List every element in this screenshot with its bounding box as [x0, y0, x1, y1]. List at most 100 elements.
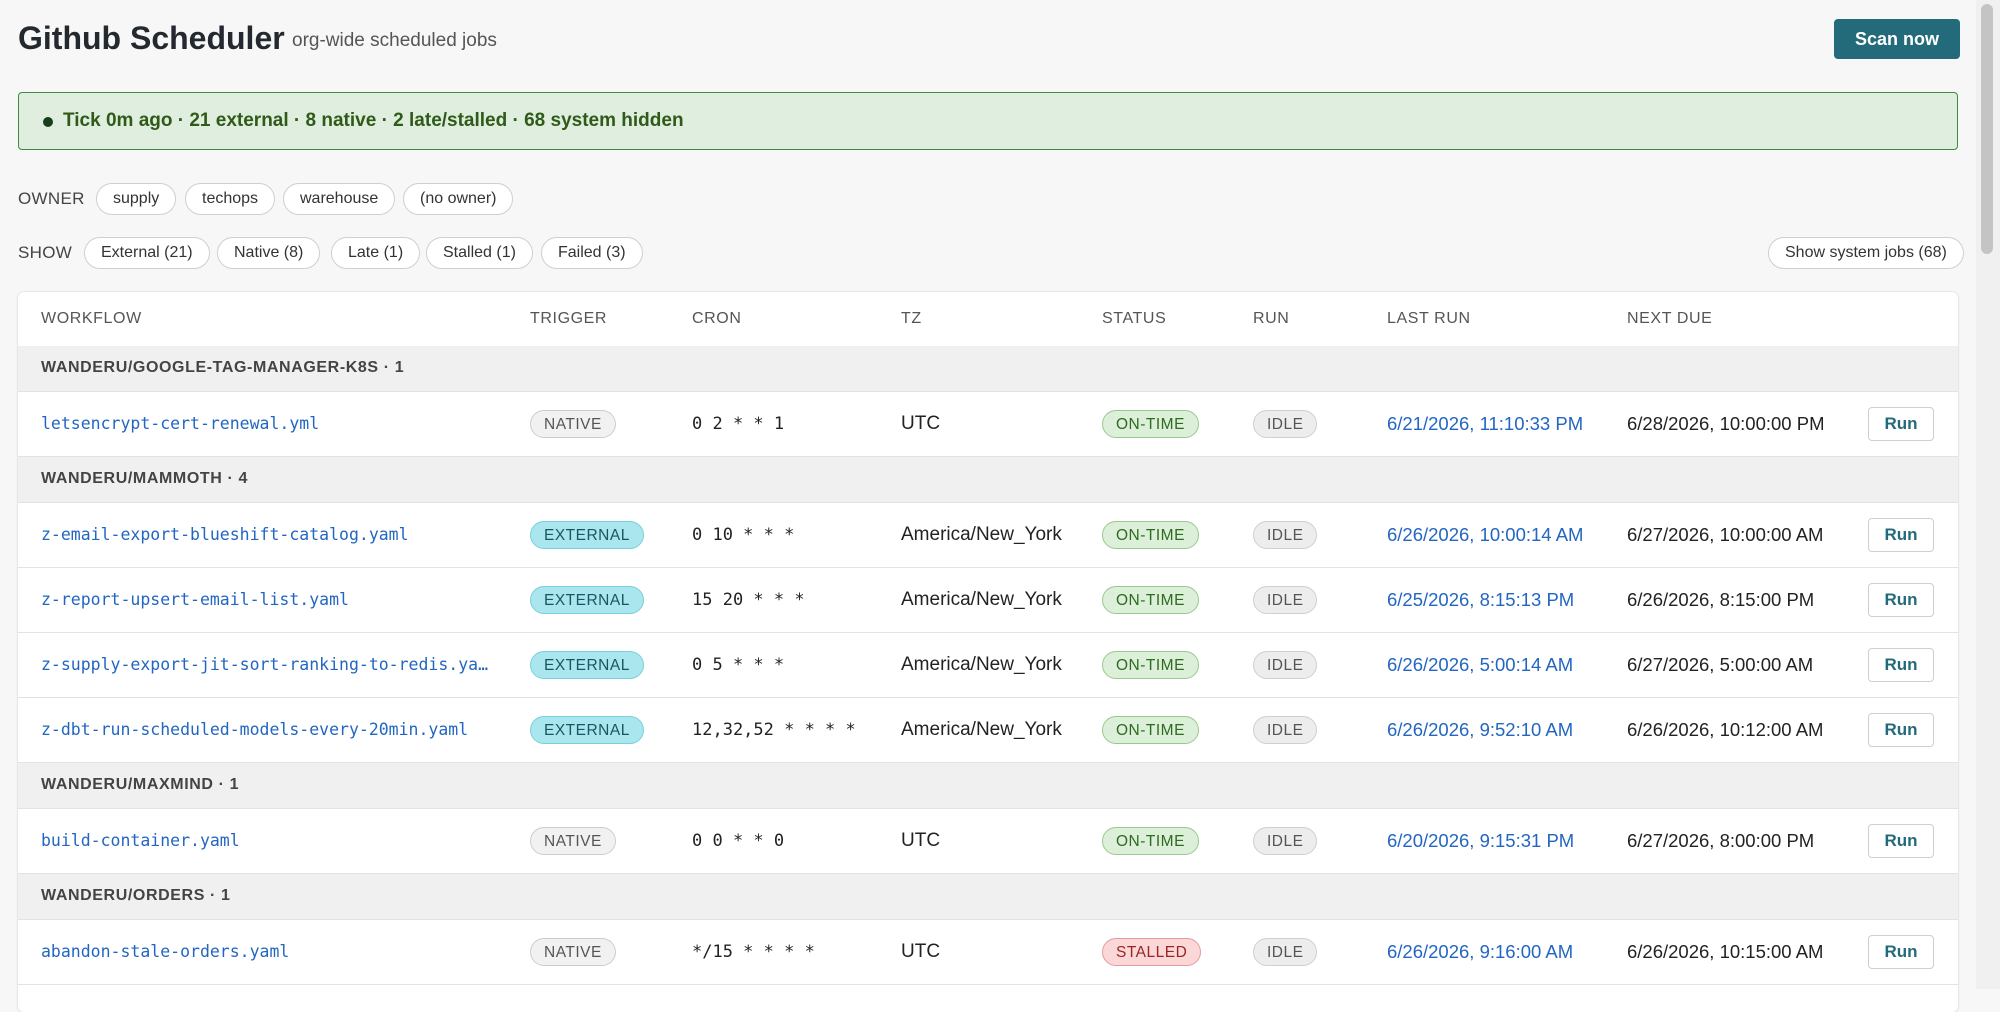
trigger-badge: EXTERNAL	[530, 650, 644, 679]
column-header-tz[interactable]: TZ	[901, 310, 922, 327]
status-cell: STALLED	[1102, 920, 1202, 984]
run-state-badge: IDLE	[1253, 585, 1318, 614]
last-run-link[interactable]: 6/26/2026, 9:16:00 AM	[1387, 941, 1574, 962]
status-dot-icon	[43, 117, 53, 127]
last-run-link[interactable]: 6/20/2026, 9:15:31 PM	[1387, 830, 1575, 851]
table-row: z-dbt-run-scheduled-models-every-20min.y…	[18, 698, 1958, 763]
workflow-link[interactable]: build-container.yaml	[41, 831, 240, 850]
show-filter-row: SHOW External (21) Native (8) Late (1) S…	[18, 237, 1964, 269]
workflow-link[interactable]: z-email-export-blueshift-catalog.yaml	[41, 525, 409, 544]
page-subtitle: org-wide scheduled jobs	[292, 30, 497, 51]
next-due-cell: 6/27/2026, 5:00:00 AM	[1627, 654, 1814, 675]
show-chip-late[interactable]: Late (1)	[331, 237, 421, 269]
column-header-next-due[interactable]: NEXT DUE	[1627, 310, 1713, 327]
workflow-link[interactable]: z-report-upsert-email-list.yaml	[41, 590, 349, 609]
page-header: Github Scheduler org-wide scheduled jobs…	[18, 18, 1960, 60]
status-badge: ON-TIME	[1102, 520, 1199, 549]
page-scrollbar[interactable]	[1976, 0, 2000, 989]
run-state-cell: IDLE	[1253, 920, 1318, 984]
show-chip-native[interactable]: Native (8)	[217, 237, 321, 269]
column-header-last-run[interactable]: LAST RUN	[1387, 310, 1471, 327]
run-button[interactable]: Run	[1868, 518, 1934, 552]
last-run-link[interactable]: 6/21/2026, 11:10:33 PM	[1387, 413, 1584, 434]
run-state-cell: IDLE	[1253, 633, 1318, 697]
last-run-link[interactable]: 6/26/2026, 9:52:10 AM	[1387, 719, 1574, 740]
run-button[interactable]: Run	[1868, 407, 1934, 441]
page-title: Github Scheduler	[18, 20, 285, 56]
owner-chip-warehouse[interactable]: warehouse	[283, 183, 396, 215]
workflow-link[interactable]: z-supply-export-jit-sort-ranking-to-redi…	[41, 655, 496, 674]
show-chip-external[interactable]: External (21)	[84, 237, 210, 269]
group-row: WANDERU/MAMMOTH · 4	[18, 457, 1958, 503]
scrollbar-thumb[interactable]	[1981, 4, 1993, 254]
workflow-cell: z-dbt-run-scheduled-models-every-20min.y…	[41, 698, 468, 762]
next-due-cell: 6/27/2026, 8:00:00 PM	[1627, 830, 1815, 851]
workflow-cell: z-email-export-blueshift-catalog.yaml	[41, 503, 409, 567]
run-state-badge: IDLE	[1253, 826, 1318, 855]
workflow-link[interactable]: abandon-stale-orders.yaml	[41, 942, 290, 961]
column-header-workflow[interactable]: WORKFLOW	[41, 310, 142, 327]
table-header: WORKFLOW TRIGGER CRON TZ STATUS RUN LAST…	[18, 292, 1958, 347]
trigger-badge: NATIVE	[530, 826, 616, 855]
trigger-cell: NATIVE	[530, 920, 616, 984]
status-badge: ON-TIME	[1102, 409, 1199, 438]
run-state-cell: IDLE	[1253, 392, 1318, 456]
run-button[interactable]: Run	[1868, 583, 1934, 617]
tz-cell: UTC	[901, 941, 941, 962]
next-due-cell: 6/27/2026, 10:00:00 AM	[1627, 524, 1824, 545]
tz-cell: America/New_York	[901, 524, 1062, 545]
table-row: z-email-export-blueshift-catalog.yaml EX…	[18, 503, 1958, 568]
run-button[interactable]: Run	[1868, 824, 1934, 858]
owner-chip-supply[interactable]: supply	[96, 183, 177, 215]
run-state-cell: IDLE	[1253, 568, 1318, 632]
owner-chip-no-owner[interactable]: (no owner)	[403, 183, 514, 215]
group-row: WANDERU/GOOGLE-TAG-MANAGER-K8S · 1	[18, 346, 1958, 392]
run-state-badge: IDLE	[1253, 715, 1318, 744]
scan-now-button[interactable]: Scan now	[1834, 19, 1960, 59]
trigger-cell: EXTERNAL	[530, 698, 644, 762]
status-cell: ON-TIME	[1102, 809, 1199, 873]
show-chip-stalled[interactable]: Stalled (1)	[426, 237, 533, 269]
column-header-run[interactable]: RUN	[1253, 310, 1290, 327]
cron-cell: */15 * * * *	[692, 942, 815, 962]
show-filter-label: SHOW	[18, 243, 73, 262]
last-run-link[interactable]: 6/26/2026, 5:00:14 AM	[1387, 654, 1574, 675]
cron-cell: 15 20 * * *	[692, 590, 805, 610]
trigger-badge: EXTERNAL	[530, 585, 644, 614]
run-button[interactable]: Run	[1868, 935, 1934, 969]
status-badge: STALLED	[1102, 937, 1202, 966]
status-cell: ON-TIME	[1102, 568, 1199, 632]
run-state-badge: IDLE	[1253, 937, 1318, 966]
table-row: z-supply-export-jit-sort-ranking-to-redi…	[18, 633, 1958, 698]
tz-cell: America/New_York	[901, 589, 1062, 610]
tz-cell: America/New_York	[901, 654, 1062, 675]
next-due-cell: 6/26/2026, 10:12:00 AM	[1627, 719, 1824, 740]
trigger-cell: EXTERNAL	[530, 568, 644, 632]
tz-cell: UTC	[901, 413, 941, 434]
owner-chip-techops[interactable]: techops	[185, 183, 276, 215]
workflow-link[interactable]: letsencrypt-cert-renewal.yml	[41, 414, 320, 433]
show-system-jobs-toggle[interactable]: Show system jobs (68)	[1768, 237, 1964, 269]
trigger-cell: NATIVE	[530, 392, 616, 456]
next-due-cell: 6/28/2026, 10:00:00 PM	[1627, 413, 1825, 434]
column-header-trigger[interactable]: TRIGGER	[530, 310, 608, 327]
group-label: WANDERU/MAMMOTH · 4	[41, 470, 248, 487]
run-state-cell: IDLE	[1253, 503, 1318, 567]
last-run-link[interactable]: 6/25/2026, 8:15:13 PM	[1387, 589, 1575, 610]
show-chip-failed[interactable]: Failed (3)	[541, 237, 643, 269]
run-state-badge: IDLE	[1253, 409, 1318, 438]
cron-cell: 0 0 * * 0	[692, 831, 785, 851]
column-header-cron[interactable]: CRON	[692, 310, 742, 327]
trigger-badge: EXTERNAL	[530, 715, 644, 744]
workflow-link[interactable]: z-dbt-run-scheduled-models-every-20min.y…	[41, 720, 469, 739]
trigger-cell: NATIVE	[530, 809, 616, 873]
run-button[interactable]: Run	[1868, 648, 1934, 682]
trigger-badge: EXTERNAL	[530, 520, 644, 549]
last-run-link[interactable]: 6/26/2026, 10:00:14 AM	[1387, 524, 1584, 545]
run-button[interactable]: Run	[1868, 713, 1934, 747]
run-state-badge: IDLE	[1253, 520, 1318, 549]
column-header-status[interactable]: STATUS	[1102, 310, 1167, 327]
workflow-cell: z-supply-export-jit-sort-ranking-to-redi…	[41, 633, 496, 697]
table-row: build-container.yaml NATIVE 0 0 * * 0 UT…	[18, 809, 1958, 874]
workflow-cell: abandon-stale-orders.yaml	[41, 920, 289, 984]
